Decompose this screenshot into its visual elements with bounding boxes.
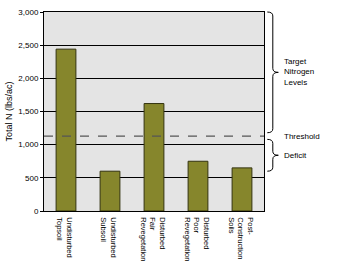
svg-text:1,000: 1,000 xyxy=(18,140,39,149)
svg-text:0: 0 xyxy=(34,207,39,216)
svg-text:3,000: 3,000 xyxy=(18,8,39,17)
svg-text:DisturbedFairRevegetation: DisturbedFairRevegetation xyxy=(139,217,168,261)
svg-text:UndisturbedSubsoil: UndisturbedSubsoil xyxy=(99,217,118,257)
svg-text:2,500: 2,500 xyxy=(18,41,39,50)
svg-text:Post-ConstructionSoils: Post-ConstructionSoils xyxy=(227,217,256,259)
svg-text:TargetNitrogenLevels: TargetNitrogenLevels xyxy=(284,57,314,87)
svg-text:1,500: 1,500 xyxy=(18,107,39,116)
svg-text:DisturbedPoorRevegetation: DisturbedPoorRevegetation xyxy=(183,217,212,261)
svg-text:2,000: 2,000 xyxy=(18,74,39,83)
svg-text:Total N (lbs/ac): Total N (lbs/ac) xyxy=(4,81,14,141)
svg-text:Deficit: Deficit xyxy=(284,151,307,160)
svg-text:UndisturbedTopsoil: UndisturbedTopsoil xyxy=(55,217,74,257)
svg-text:500: 500 xyxy=(25,174,39,183)
svg-text:Threshold: Threshold xyxy=(284,132,320,141)
